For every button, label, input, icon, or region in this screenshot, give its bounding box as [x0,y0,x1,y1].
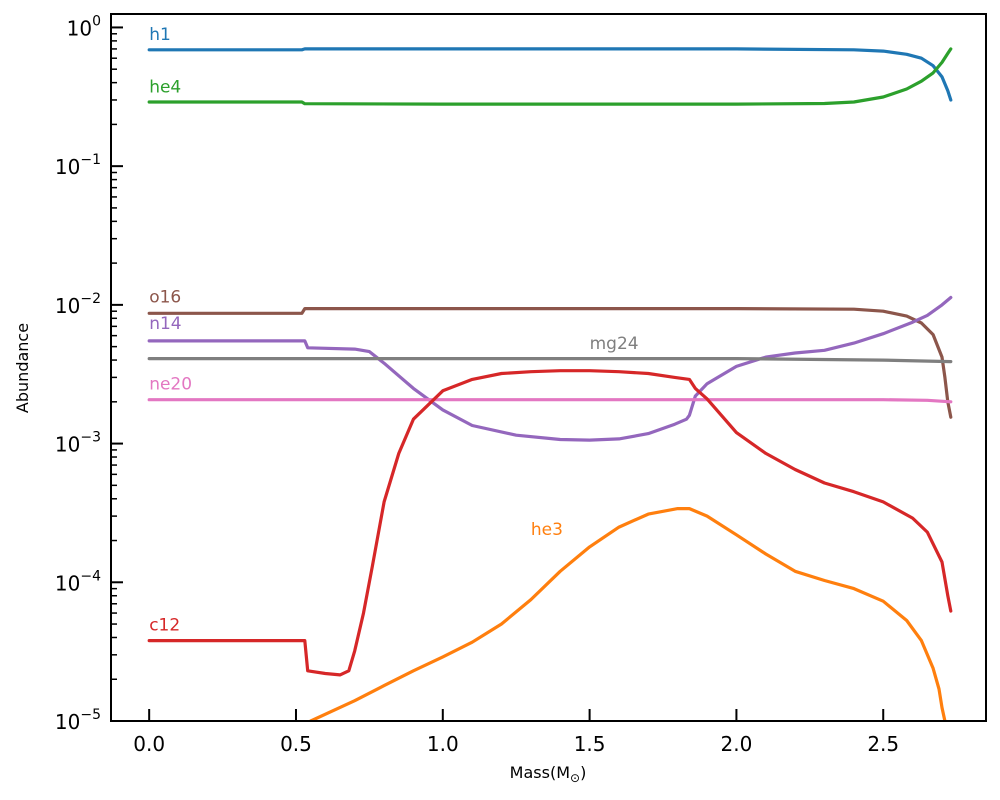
y-tick-label: 10−3 [55,430,101,457]
x-tick-label: 0.0 [133,732,165,756]
series-line-he4 [147,47,953,106]
series-label-he4: he4 [149,77,181,97]
plot-frame [110,13,987,722]
series-label-he3: he3 [531,520,563,540]
series-label-n14: n14 [149,314,181,334]
axis-ticks: 0.0 0.5 1.0 1.5 2.0 2.5 100 10−1 10−2 10−3 10−4 10−… [55,13,899,756]
series-line-mg24 [147,357,953,364]
y-axis-label: Abundance [13,323,32,413]
series-label-o16: o16 [149,288,181,308]
series-line-he3 [309,507,947,721]
series-label-ne20: ne20 [149,375,192,395]
series-label-c12: c12 [149,615,180,635]
x-tick-label: 1.5 [574,732,606,756]
series-group [147,47,953,721]
x-tick-label: 1.0 [427,732,459,756]
x-tick-label: 0.5 [280,732,312,756]
x-axis-label-close: ) [580,763,586,782]
x-axis-label: Mass(M⊙) [510,763,587,785]
x-tick-label: 2.0 [721,732,753,756]
y-tick-label: 10−5 [55,707,101,734]
y-tick-label: 10−1 [55,152,101,179]
y-tick-label: 100 [67,13,101,40]
series-line-h1 [147,47,953,102]
y-tick-label: 10−2 [55,291,101,318]
x-axis-label-sub: ⊙ [570,771,580,785]
series-line-o16 [147,307,953,419]
series-label-mg24: mg24 [590,334,639,354]
series-line-c12 [147,369,953,677]
series-label-h1: h1 [149,25,171,45]
x-tick-label: 2.5 [867,732,899,756]
series-line-ne20 [147,398,953,404]
x-axis-label-main: Mass(M [510,763,570,782]
series-labels: h1 he4 o16 n14 mg24 ne20 c12 he3 [149,25,638,635]
y-tick-label: 10−4 [55,568,101,595]
